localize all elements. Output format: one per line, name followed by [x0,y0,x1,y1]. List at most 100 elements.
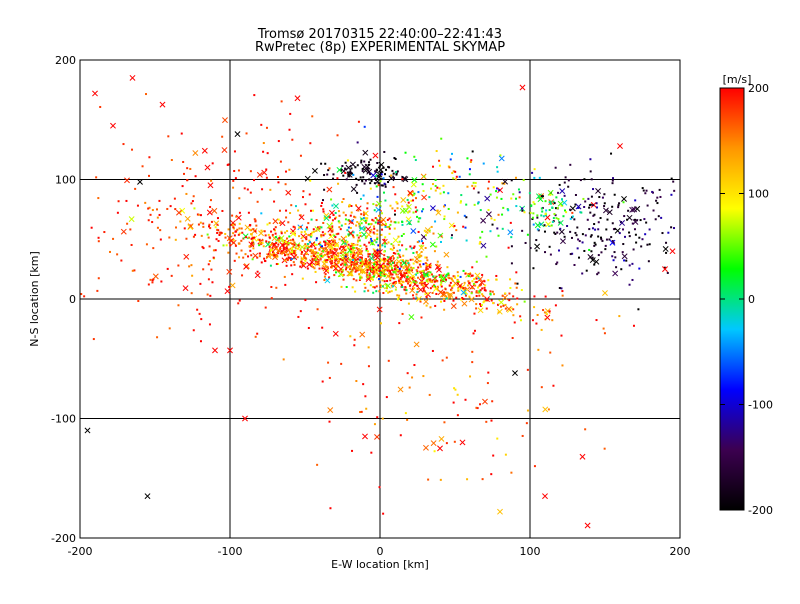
scatter-dot [170,158,173,161]
scatter-dot [490,473,493,476]
scatter-dot [460,298,463,301]
scatter-cross [422,444,429,451]
scatter-dot [327,169,330,172]
scatter-dot [497,234,500,237]
y-tick-label: 100 [55,174,76,187]
scatter-cross [374,433,380,440]
scatter-dot [360,276,363,279]
scatter-dot [304,299,307,302]
scatter-dot [429,271,432,274]
scatter-dot [511,336,514,339]
scatter-dot [126,222,129,225]
scatter-dot [418,254,421,257]
scatter-dot [412,211,415,214]
scatter-cross [662,266,668,273]
scatter-dot [425,304,428,307]
scatter-dot [278,209,281,212]
scatter-dot [349,268,352,271]
scatter-cross [589,257,596,264]
scatter-dot [406,276,409,279]
scatter-dot [465,216,468,219]
scatter-dot [384,199,387,202]
scatter-dot [349,214,352,217]
scatter-dot [368,263,371,266]
scatter-dot [206,233,209,236]
scatter-dot [503,182,506,185]
scatter-dot [452,291,455,294]
scatter-dot [309,209,312,212]
scatter-dot [370,239,373,242]
scatter-dot [493,293,496,296]
scatter-dot [663,266,666,269]
scatter-dot [478,284,481,287]
scatter-dot [440,279,443,282]
scatter-dot [599,217,602,220]
scatter-dot [451,152,454,155]
scatter-dot [333,274,336,277]
scatter-dot [393,209,396,212]
scatter-dot [356,141,359,144]
scatter-dot [598,196,601,199]
x-tick-label: -100 [218,545,243,558]
scatter-dot [391,267,394,270]
scatter-dot [340,251,343,254]
scatter-dot [358,273,361,276]
scatter-cross [182,285,189,292]
scatter-dot [396,256,399,259]
scatter-dot [646,243,649,246]
scatter-dot [122,143,125,146]
y-tick-label: 0 [69,293,76,306]
scatter-dot [477,201,480,204]
scatter-dot [367,163,370,166]
scatter-dot [382,262,385,265]
scatter-dot [341,165,344,168]
scatter-dot [390,243,393,246]
scatter-dot [260,229,263,232]
scatter-dot [455,229,458,232]
scatter-dot [596,273,599,276]
scatter-dot [248,228,251,231]
scatter-dot [353,344,356,347]
scatter-dot [507,246,510,249]
scatter-dot [543,224,546,227]
scatter-dot [210,220,213,223]
scatter-dot [309,250,312,253]
scatter-dot [420,275,423,278]
scatter-dot [362,176,365,179]
scatter-cross [447,291,454,298]
scatter-cross [519,84,526,91]
scatter-dot [297,209,300,212]
scatter-dot [512,295,515,298]
scatter-dot [350,247,353,250]
scatter-dot [333,255,336,258]
scatter-dot [224,236,227,239]
scatter-cross [333,203,339,210]
scatter-dot [604,248,607,251]
scatter-dot [407,274,410,277]
scatter-dot [311,115,314,118]
scatter-cross [183,253,190,260]
scatter-dot [415,269,418,272]
scatter-dot [320,234,323,237]
scatter-dot [538,176,541,179]
scatter-dot [368,262,371,265]
y-tick-label: -100 [51,413,76,426]
scatter-cross [251,235,258,242]
scatter-dot [356,255,359,258]
scatter-dot [334,268,337,271]
scatter-cross [602,207,609,214]
scatter-dot [445,274,448,277]
scatter-dot [370,228,373,231]
scatter-cross [281,245,288,252]
scatter-dot [554,166,557,169]
scatter-dot [540,214,543,217]
scatter-cross [669,248,676,255]
scatter-dot [592,214,595,217]
scatter-dot [556,261,559,264]
scatter-dot [347,243,350,246]
scatter-dot [421,242,424,245]
scatter-dot [209,205,212,208]
scatter-dot [322,247,325,250]
scatter-dot [352,278,355,281]
